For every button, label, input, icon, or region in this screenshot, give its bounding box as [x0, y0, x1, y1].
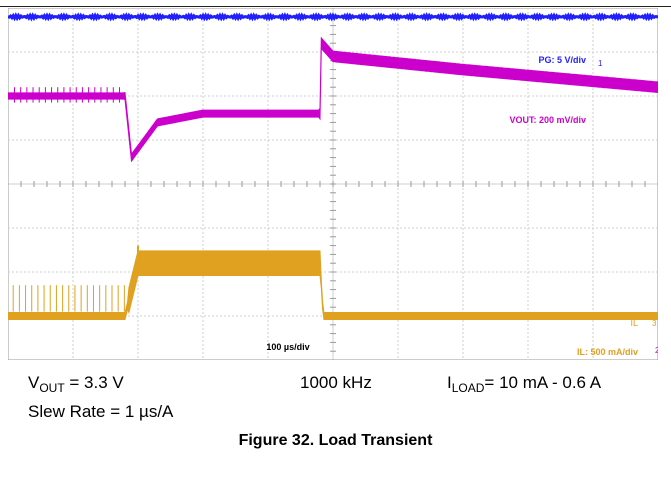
frequency-condition: 1000 kHz: [300, 373, 372, 393]
timebase-label: 100 µs/div: [266, 342, 309, 352]
il-trace-tag: IL: [630, 318, 638, 328]
vout-condition: VOUT = 3.3 V: [28, 373, 124, 395]
figure-caption: Figure 32. Load Transient: [0, 432, 671, 450]
header-rule: [0, 6, 671, 7]
slew-rate-condition: Slew Rate = 1 µs/A: [28, 402, 173, 422]
il-channel-label: IL: 500 mA/div: [577, 347, 638, 357]
ch2-marker: 2: [655, 346, 658, 355]
pg-trace: [8, 16, 658, 19]
iload-condition: ILOAD= 10 mA - 0.6 A: [447, 373, 601, 395]
vout-channel-label: VOUT: 200 mV/div: [509, 115, 586, 125]
il-channel-marker: 3: [652, 319, 657, 328]
pg-channel-label: PG: 5 V/div: [538, 55, 586, 65]
oscilloscope-plot: PG: 5 V/div 1 VOUT: 200 mV/div IL 3 IL: …: [8, 8, 658, 360]
pg-channel-marker: 1: [598, 59, 603, 68]
